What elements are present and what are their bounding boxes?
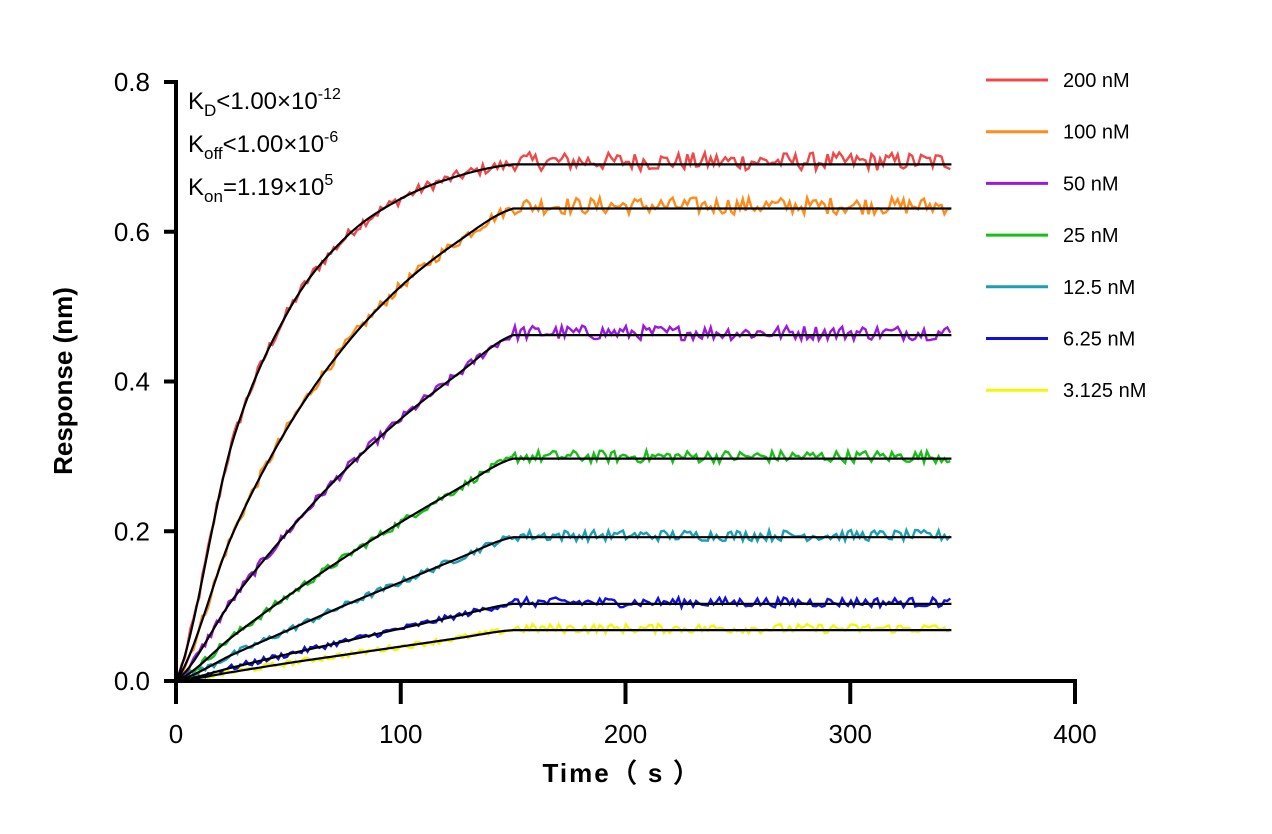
x-tick-label: 300 — [829, 719, 872, 749]
x-tick-label: 200 — [604, 719, 647, 749]
legend-item: 6.25 nM — [986, 329, 1135, 351]
x-axis-title: Time（ s ） — [542, 758, 701, 788]
annotation-main: K — [188, 88, 204, 115]
y-tick-label: 0.8 — [114, 67, 150, 97]
legend-label: 100 nM — [1063, 122, 1130, 144]
annotation-rel: =1.19×10 — [223, 174, 324, 201]
kinetics-annotation: KD<1.00×10-12 Koff<1.00×10-6 Kon=1.19×10… — [188, 86, 341, 206]
legend-label: 200 nM — [1063, 70, 1130, 92]
data-series-100-nM — [175, 193, 951, 682]
fit-curve-12-5-nM — [175, 536, 952, 683]
fit-curve-25-nM — [175, 457, 952, 683]
fit-curve-3-125-nM — [175, 629, 952, 683]
legend-label: 6.25 nM — [1063, 329, 1135, 351]
data-series-3-125-nM — [175, 621, 952, 683]
legend-label: 12.5 nM — [1063, 277, 1135, 299]
legend-label: 3.125 nM — [1063, 380, 1146, 402]
annotation-main: K — [188, 131, 204, 158]
legend-item: 3.125 nM — [986, 380, 1146, 402]
x-tick-label: 400 — [1053, 719, 1096, 749]
legend-label: 25 nM — [1063, 225, 1119, 247]
y-tick-label: 0.6 — [114, 217, 150, 247]
legend-item: 100 nM — [986, 122, 1130, 144]
fit-curve-200-nM — [174, 163, 952, 682]
data-series-200-nM — [174, 148, 951, 682]
annotation-rel: <1.00×10 — [216, 88, 317, 115]
annotation-rel: <1.00×10 — [223, 131, 324, 158]
legend-label: 50 nM — [1063, 173, 1119, 195]
y-tick-label: 0.2 — [114, 516, 150, 546]
fit-curve-6-25-nM — [175, 602, 952, 683]
x-tick-label: 100 — [379, 719, 422, 749]
legend-item: 12.5 nM — [986, 277, 1135, 299]
y-axis-title: Response (nm) — [48, 287, 78, 475]
annotation-kd: KD<1.00×10-12 — [188, 86, 341, 120]
legend: 200 nM 100 nM 50 nM 25 nM 12.5 nM 6.25 nM 3.12… — [986, 70, 1146, 402]
y-tick-label: 0.4 — [114, 367, 150, 397]
annotation-sub: on — [204, 187, 223, 206]
ticks: 0 100 200 300 400 0.0 0.2 0.4 0.6 0.8 — [114, 67, 1097, 749]
data-series-25-nM — [175, 446, 951, 683]
plot-area — [174, 148, 952, 683]
fit-curve-50-nM — [175, 334, 952, 682]
legend-item: 25 nM — [986, 225, 1119, 247]
annotation-sub: D — [204, 101, 216, 120]
legend-item: 50 nM — [986, 173, 1119, 195]
axes — [174, 80, 1077, 683]
annotation-koff: Koff<1.00×10-6 — [188, 129, 338, 163]
fit-curve-100-nM — [175, 207, 952, 682]
data-series-12-5-nM — [175, 526, 952, 683]
annotation-kon: Kon=1.19×105 — [188, 172, 333, 206]
annotation-exp: 5 — [324, 172, 333, 189]
annotation-exp: -6 — [324, 129, 338, 146]
x-tick-label: 0 — [169, 719, 183, 749]
annotation-main: K — [188, 174, 204, 201]
data-series-6-25-nM — [175, 594, 952, 683]
legend-item: 200 nM — [986, 70, 1130, 92]
annotation-sub: off — [204, 144, 223, 163]
annotation-exp: -12 — [318, 86, 341, 103]
y-tick-label: 0.0 — [114, 666, 150, 696]
